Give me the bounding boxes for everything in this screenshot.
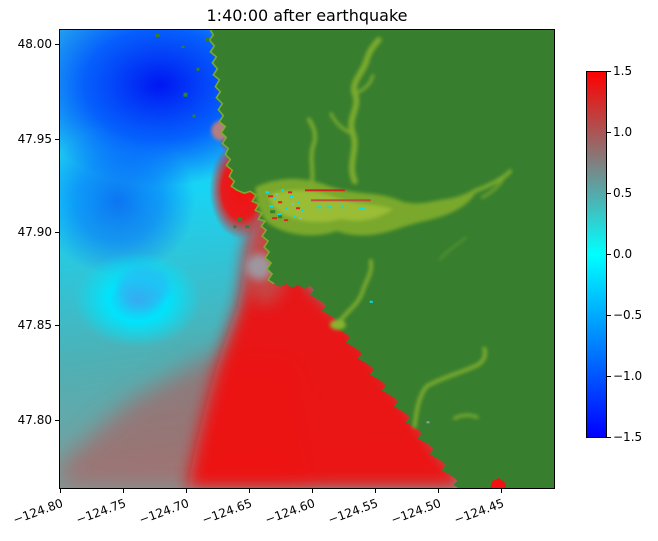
x-tick-mark [312, 489, 313, 493]
estuary-spread-light [269, 190, 393, 223]
y-tick-mark [55, 139, 59, 140]
x-tick-label: −124.55 [326, 496, 380, 527]
river-south [412, 346, 488, 429]
x-tick-mark [249, 489, 250, 493]
x-tick-label: −124.50 [389, 496, 443, 527]
colorbar-tick-mark [607, 132, 611, 133]
x-tick-label: −124.70 [137, 496, 191, 527]
cyan-trough-core [117, 266, 170, 307]
x-tick-label: −124.80 [11, 496, 65, 527]
colorbar [586, 71, 607, 438]
river-valley-small [452, 413, 479, 420]
x-tick-mark [375, 489, 376, 493]
estuary-mottle [265, 189, 430, 424]
y-tick-mark [55, 325, 59, 326]
colorbar-tick-label: 1.0 [613, 125, 633, 139]
river-branch [307, 117, 318, 192]
river-wisp-curl [480, 175, 506, 199]
map-svg [60, 30, 554, 488]
y-tick-label: 48.00 [17, 37, 52, 51]
x-tick-label: −124.75 [74, 496, 128, 527]
colorbar-tick-label: −1.0 [613, 369, 643, 383]
coastline-fringe [208, 30, 275, 285]
x-tick-mark [438, 489, 439, 493]
channel-faint [438, 236, 468, 261]
y-tick-label: 47.85 [17, 318, 52, 332]
river-wisp [472, 169, 513, 194]
red-notch [490, 478, 507, 488]
y-tick-label: 47.95 [17, 132, 52, 146]
colorbar-tick-mark [607, 193, 611, 194]
river-mid [335, 259, 374, 326]
y-tick-mark [55, 420, 59, 421]
colorbar-gradient [587, 72, 606, 437]
river-north-twig [329, 112, 355, 136]
y-tick-mark [55, 44, 59, 45]
colorbar-tick-label: 1.5 [613, 64, 633, 78]
river-mouth-fan [329, 319, 346, 330]
colorbar-tick-label: −0.5 [613, 308, 643, 322]
y-tick-label: 47.90 [17, 225, 52, 239]
colorbar-tick-mark [607, 376, 611, 377]
river-valleys [255, 36, 513, 429]
x-tick-mark [501, 489, 502, 493]
teal-spot [246, 254, 273, 280]
colorbar-tick-mark [607, 254, 611, 255]
y-tick-label: 47.80 [17, 413, 52, 427]
colorbar-tick-mark [607, 315, 611, 316]
x-tick-mark [123, 489, 124, 493]
islets [155, 33, 283, 229]
colorbar-tick-mark [607, 71, 611, 72]
plot-area [59, 29, 555, 489]
y-tick-mark [55, 232, 59, 233]
x-tick-mark [186, 489, 187, 493]
river-north-twig2 [353, 74, 375, 96]
colorbar-tick-label: −1.5 [613, 430, 643, 444]
x-tick-label: −124.60 [263, 496, 317, 527]
plot-title: 1:40:00 after earthquake [206, 6, 408, 25]
colorbar-tick-mark [607, 437, 611, 438]
wave-trough-streak [60, 126, 196, 276]
colorbar-tick-label: 0.0 [613, 247, 633, 261]
x-tick-label: −124.45 [452, 496, 506, 527]
x-tick-mark [60, 489, 61, 493]
colorbar-tick-label: 0.5 [613, 186, 633, 200]
x-tick-label: −124.65 [200, 496, 254, 527]
land [209, 30, 554, 488]
